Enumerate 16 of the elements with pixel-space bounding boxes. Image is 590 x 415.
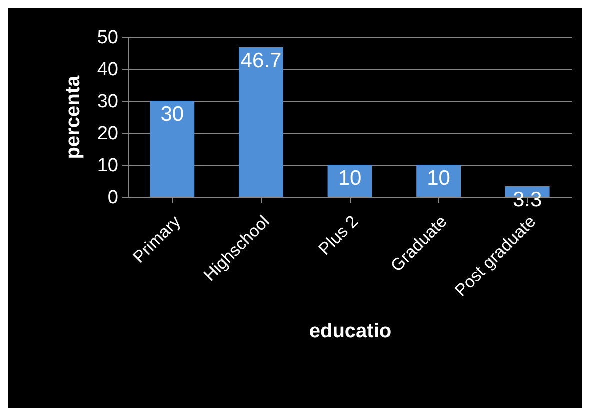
data-label: 30: [160, 103, 184, 126]
bar: [416, 165, 461, 197]
x-axis-title: educatio: [309, 320, 392, 343]
data-label: 10: [338, 167, 362, 190]
y-tick-label: 0: [108, 188, 118, 208]
bar: [239, 48, 284, 197]
y-tick-label: 40: [97, 60, 118, 80]
data-label: 46.7: [240, 50, 282, 73]
data-label: 10: [427, 167, 450, 190]
bar: [150, 101, 195, 197]
y-tick-label: 10: [97, 156, 118, 176]
y-tick-label: 50: [97, 28, 118, 48]
y-tick-label: 30: [97, 92, 118, 112]
y-tick-label: 20: [97, 124, 118, 144]
y-axis-title: percenta: [62, 74, 84, 160]
x-tick-label: Plus 2: [315, 212, 362, 259]
